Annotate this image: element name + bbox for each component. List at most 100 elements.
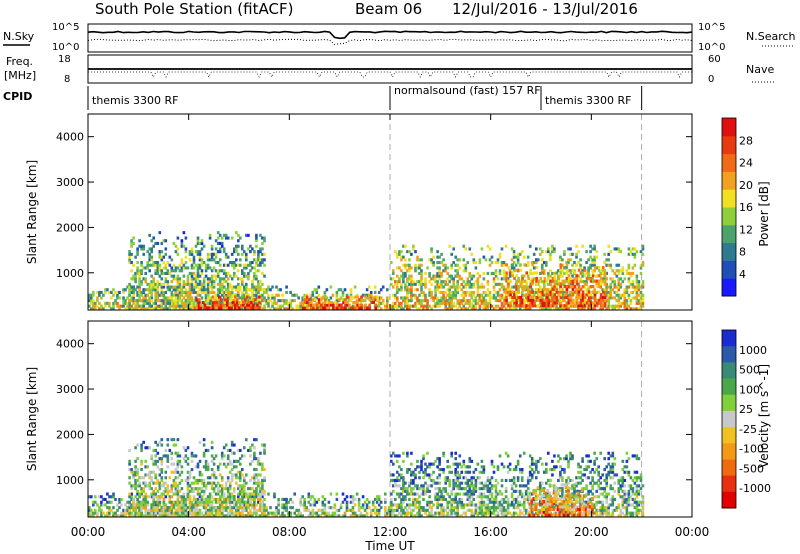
heatmap-cell <box>438 511 441 515</box>
heatmap-cell <box>569 293 572 297</box>
heatmap-cell <box>326 303 329 307</box>
heatmap-cell <box>136 492 139 496</box>
heatmap-cell <box>365 503 369 507</box>
heatmap-cell <box>198 288 202 292</box>
heatmap-cell <box>563 290 566 294</box>
heatmap-cell <box>452 481 455 485</box>
heatmap-cell <box>605 293 608 297</box>
heatmap-cell <box>184 250 188 254</box>
heatmap-cell <box>94 508 97 512</box>
heatmap-cell <box>156 459 160 463</box>
heatmap-cell <box>224 503 228 507</box>
heatmap-cell <box>217 295 221 299</box>
heatmap-cell <box>166 506 170 510</box>
heatmap-cell <box>547 274 550 278</box>
heatmap-cell <box>200 473 204 477</box>
heatmap-cell <box>245 506 248 510</box>
heatmap-cell <box>543 304 547 308</box>
heatmap-cell <box>418 465 421 469</box>
heatmap-cell <box>263 263 266 267</box>
heatmap-cell <box>142 307 145 311</box>
heatmap-cell <box>172 288 176 292</box>
heatmap-cell <box>154 301 157 305</box>
heatmap-cell <box>245 274 248 278</box>
heatmap-cell <box>315 500 319 504</box>
heatmap-cell <box>410 451 413 455</box>
heatmap-cell <box>258 300 261 304</box>
heatmap-cell <box>222 285 226 289</box>
heatmap-cell <box>267 511 270 515</box>
heatmap-cell <box>184 514 188 518</box>
heatmap-cell <box>261 489 264 493</box>
heatmap-cell <box>438 481 441 485</box>
heatmap-cell <box>440 274 443 278</box>
heatmap-cell <box>226 497 230 501</box>
heatmap-cell <box>337 288 341 292</box>
heatmap-cell <box>237 511 240 515</box>
heatmap-cell <box>88 506 91 510</box>
heatmap-cell <box>345 495 349 499</box>
heatmap-cell <box>585 282 588 286</box>
heatmap-cell <box>549 274 552 278</box>
heatmap-cell <box>253 301 256 305</box>
heatmap-cell <box>561 269 564 273</box>
heatmap-cell <box>126 307 129 311</box>
heatmap-cell <box>295 508 298 512</box>
heatmap-cell <box>537 258 540 262</box>
heatmap-cell <box>120 503 123 507</box>
heatmap-cell <box>154 448 157 452</box>
heatmap-cell <box>388 296 391 300</box>
heatmap-cell <box>237 497 240 501</box>
heatmap-cell <box>484 299 488 303</box>
heatmap-cell <box>555 295 559 299</box>
heatmap-cell <box>575 295 579 299</box>
heatmap-cell <box>88 511 91 515</box>
heatmap-cell <box>237 252 240 256</box>
heatmap-cell <box>637 285 641 289</box>
heatmap-cell <box>283 503 286 507</box>
heatmap-cell <box>573 277 576 281</box>
heatmap-cell <box>318 298 321 302</box>
heatmap-cell <box>174 266 178 270</box>
heatmap-cell <box>422 487 425 491</box>
heatmap-cell <box>529 295 532 299</box>
heatmap-cell <box>94 495 97 499</box>
heatmap-cell <box>603 277 606 281</box>
heatmap-cell <box>134 495 137 499</box>
heatmap-cell <box>144 495 147 499</box>
heatmap-cell <box>174 250 178 254</box>
heatmap-cell <box>456 473 459 477</box>
heatmap-cell <box>505 295 508 299</box>
heatmap-cell <box>428 280 431 284</box>
heatmap-cell <box>198 514 202 518</box>
heatmap-cell <box>152 244 155 248</box>
heatmap-cell <box>204 296 208 300</box>
heatmap-cell <box>138 288 141 292</box>
heatmap-cell <box>100 503 103 507</box>
heatmap-cell <box>527 298 530 302</box>
heatmap-cell <box>230 478 234 482</box>
heatmap-cell <box>351 296 355 300</box>
heatmap-cell <box>158 514 162 518</box>
heatmap-cell <box>233 506 236 510</box>
heatmap-cell <box>144 293 147 297</box>
heatmap-cell <box>533 301 536 305</box>
heatmap-cell <box>168 301 172 305</box>
heatmap-cell <box>529 290 532 294</box>
heatmap-cell <box>434 277 437 281</box>
heatmap-cell <box>571 287 575 291</box>
heatmap-cell <box>170 487 174 491</box>
heatmap-cell <box>164 495 168 499</box>
heatmap-cell <box>607 299 610 303</box>
heatmap-cell <box>130 304 133 308</box>
heatmap-cell <box>575 282 579 286</box>
heatmap-cell <box>170 500 174 504</box>
heatmap-cell <box>531 304 534 308</box>
heatmap-cell <box>230 288 234 292</box>
heatmap-cell <box>549 258 552 262</box>
heatmap-cell <box>549 293 553 297</box>
heatmap-cell <box>174 307 178 311</box>
heatmap-cell <box>352 306 355 310</box>
heatmap-cell <box>585 271 588 275</box>
heatmap-cell <box>587 271 590 275</box>
